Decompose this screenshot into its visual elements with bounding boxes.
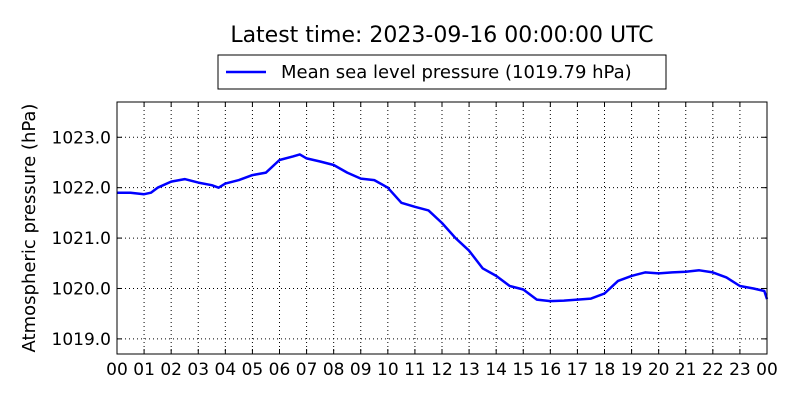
x-tick-label: 10 [377, 360, 399, 380]
x-tick-label: 04 [215, 360, 237, 380]
x-tick-label: 21 [675, 360, 697, 380]
x-tick-label: 03 [187, 360, 209, 380]
x-tick-label: 18 [594, 360, 616, 380]
x-tick-label: 20 [648, 360, 670, 380]
x-tick-label: 14 [485, 360, 507, 380]
x-tick-label: 09 [350, 360, 372, 380]
x-tick-label: 07 [296, 360, 318, 380]
x-tick-label: 06 [269, 360, 291, 380]
x-tick-label: 00 [756, 360, 778, 380]
x-tick-label: 05 [242, 360, 264, 380]
series-line-mean-sea-level-pressure [117, 153, 769, 303]
chart-title: Latest time: 2023-09-16 00:00:00 UTC [230, 23, 653, 48]
y-axis: 1019.0 1020.0 1021.0 1022.0 1023.0 [52, 128, 767, 350]
x-tick-label: 15 [512, 360, 534, 380]
x-tick-label: 11 [404, 360, 426, 380]
grid [117, 102, 767, 354]
y-axis-label: Atmospheric pressure (hPa) [19, 104, 40, 353]
legend: Mean sea level pressure (1019.79 hPa) [217, 54, 667, 90]
x-tick-label: 02 [160, 360, 182, 380]
y-tick-label: 1023.0 [52, 128, 111, 148]
x-tick-label: 01 [133, 360, 155, 380]
x-tick-label: 16 [540, 360, 562, 380]
y-tick-label: 1020.0 [52, 279, 111, 299]
x-tick-label: 22 [702, 360, 724, 380]
x-tick-label: 13 [458, 360, 480, 380]
y-tick-label: 1019.0 [52, 330, 111, 350]
plot-frame [116, 101, 768, 355]
x-tick-label: 17 [567, 360, 589, 380]
legend-label: Mean sea level pressure (1019.79 hPa) [281, 62, 632, 83]
x-tick-label: 23 [729, 360, 751, 380]
x-tick-label: 19 [621, 360, 643, 380]
x-tick-label: 12 [431, 360, 453, 380]
x-axis: 00 01 02 03 04 05 06 07 08 09 10 11 12 13 14 15 16 17 18 19… [106, 102, 778, 380]
x-tick-label: 00 [106, 360, 128, 380]
x-tick-label: 08 [323, 360, 345, 380]
legend-box [217, 54, 667, 90]
y-tick-label: 1021.0 [52, 229, 111, 249]
y-tick-label: 1022.0 [52, 179, 111, 199]
